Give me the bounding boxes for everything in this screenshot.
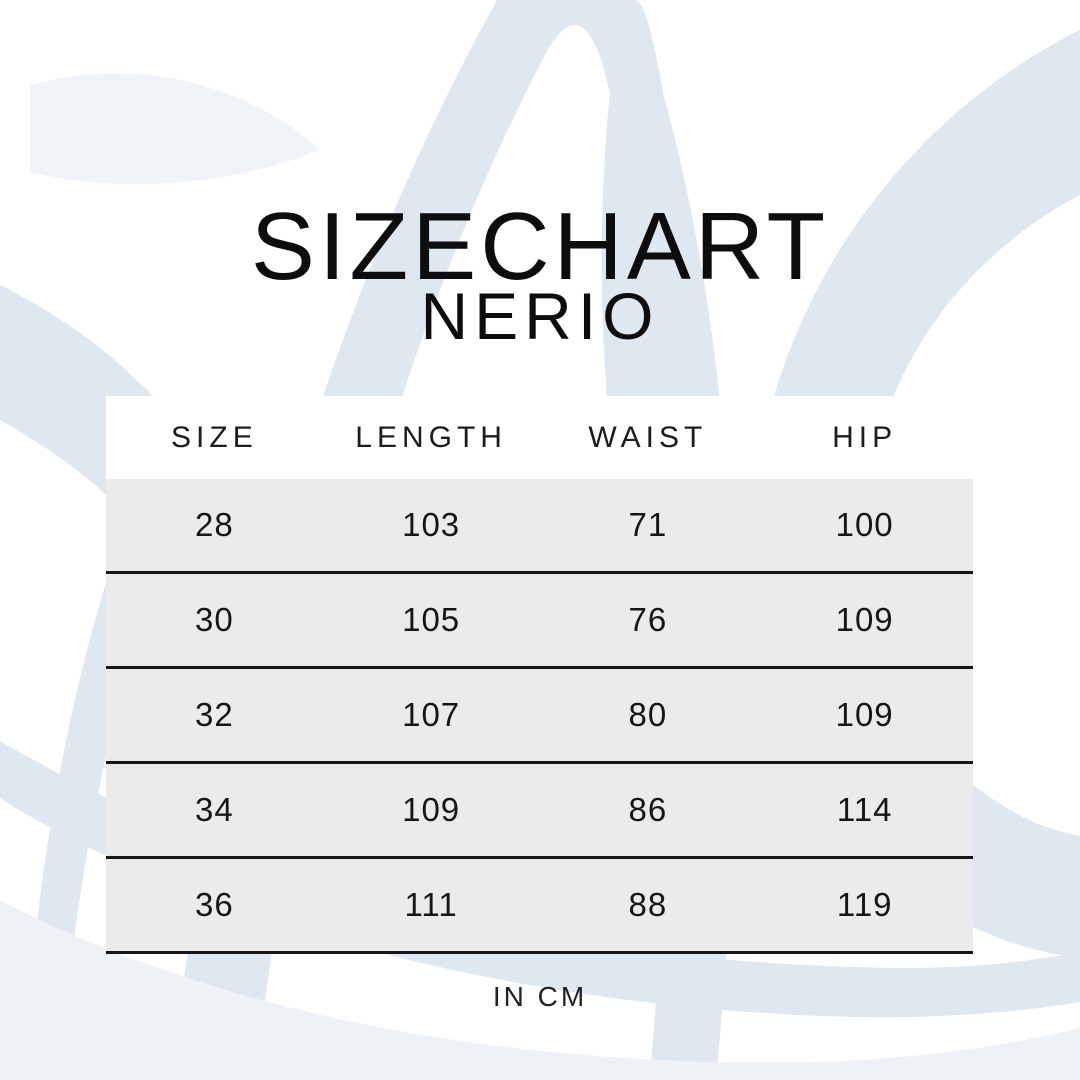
cell-length: 111: [404, 886, 458, 923]
unit-note: IN CM: [492, 981, 588, 1012]
page-title: SIZECHART: [250, 193, 830, 300]
cell-hip: 109: [835, 601, 894, 638]
cell-hip: 109: [835, 696, 894, 733]
cell-size: 32: [195, 696, 234, 733]
table-row: 34 109 86 114: [106, 764, 973, 859]
cell-hip: 100: [835, 506, 894, 543]
watermark-petal-slim: [601, 0, 680, 527]
cell-hip: 119: [836, 886, 893, 923]
title-block: SIZECHART NERIO: [0, 196, 1080, 349]
cell-waist: 88: [628, 886, 668, 923]
table-row: 30 105 76 109: [106, 574, 973, 669]
column-header-hip: HIP: [832, 420, 898, 454]
column-header-size: SIZE: [171, 420, 258, 454]
watermark-petal-left-inner: [0, 420, 128, 958]
cell-length: 103: [402, 506, 461, 543]
cell-waist: 86: [628, 791, 668, 828]
size-table: SIZE LENGTH WAIST HIP 28 103 71 100 30 1…: [106, 396, 973, 954]
table-header-row: SIZE LENGTH WAIST HIP: [106, 396, 973, 479]
cell-waist: 76: [628, 601, 668, 638]
table-row: 36 111 88 119: [106, 859, 973, 954]
cell-hip: 114: [836, 791, 893, 828]
table-row: 32 107 80 109: [106, 669, 973, 764]
cell-size: 30: [195, 601, 234, 638]
table-row: 28 103 71 100: [106, 479, 973, 574]
cell-size: 34: [195, 791, 234, 828]
cell-length: 109: [402, 791, 461, 828]
cell-length: 107: [402, 696, 461, 733]
column-header-waist: WAIST: [588, 420, 708, 454]
cell-waist: 71: [628, 506, 668, 543]
watermark-accent-top-left: [30, 73, 320, 185]
cell-length: 105: [402, 601, 461, 638]
cell-size: 36: [195, 886, 234, 923]
page-subtitle: NERIO: [420, 279, 660, 353]
column-header-length: LENGTH: [355, 420, 507, 454]
cell-waist: 80: [628, 696, 668, 733]
watermark-bowl-band-light: [0, 900, 1080, 1080]
cell-size: 28: [195, 506, 234, 543]
